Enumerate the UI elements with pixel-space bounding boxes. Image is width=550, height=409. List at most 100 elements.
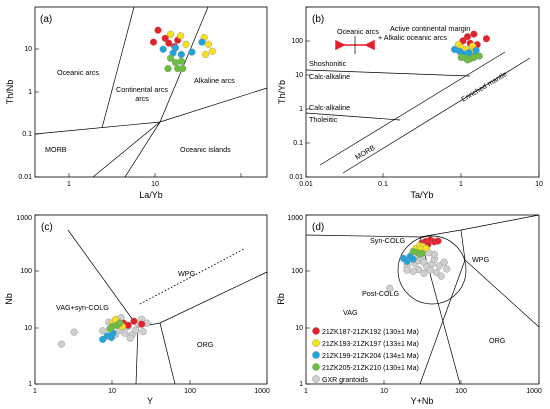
data-point-blue (198, 38, 206, 46)
panel-c-ticks (34, 214, 268, 385)
data-point-yellow (167, 30, 175, 38)
panel-b-field-oceanic-arcs: Oceanic arcs (337, 27, 379, 36)
data-point-gray (437, 272, 445, 280)
data-point-yellow (201, 50, 210, 59)
panel-b-ylabel: Th/Yb (277, 80, 287, 104)
panel-a: 1 10 0.01 0.1 1 10 La/Yb Th/Nb (a) Ocean… (5, 6, 268, 200)
panel-d-ylabel: Rb (276, 293, 286, 305)
panel-b-ytick-label: 10 (295, 72, 303, 79)
panel-d-field-wpg: WPG (472, 255, 490, 264)
panel-c: 1 10 100 1000 1 10 100 1000 Y Nb (c) WPG… (4, 214, 270, 406)
data-point-blue (188, 48, 196, 56)
data-point-gray (70, 328, 78, 336)
panel-d-xlabel: Y+Nb (411, 396, 434, 406)
panel-d-field-post-colg: Post-COLG (362, 289, 400, 298)
data-point-gray (57, 340, 66, 348)
panel-a-field-oceanic-arcs: Oceanic arcs (57, 68, 99, 77)
panel-a-field-alkaline-arcs: Alkaline arcs (194, 76, 235, 85)
panel-c-dotted-line (139, 248, 245, 305)
panel-b-ytick-label: 0.1 (293, 140, 303, 147)
data-point-red (165, 39, 173, 47)
panel-d-field-syn-colg: Syn-COLG (370, 236, 406, 245)
panel-b-xtick-label: 0.01 (299, 181, 313, 188)
legend-label: 21ZK199-21ZK204 (134±1 Ma) (322, 353, 419, 360)
panel-a-ytick-label: 1 (28, 89, 32, 96)
data-point-gray (440, 258, 448, 266)
panel-b-field-calc-alkaline-lower: Calc-alkaline (309, 103, 350, 112)
data-point-red (161, 34, 169, 42)
panel-c-frame (34, 214, 268, 385)
panel-b-xtick-label: 1 (459, 181, 463, 188)
panel-d-field-vag: VAG (343, 308, 358, 317)
panel-b-ytick-label: 100 (291, 38, 303, 45)
panel-a-field-continental-arcs: Continental arcs (116, 85, 168, 94)
panel-c-field-vag-syn-colg: VAG+syn-COLG (56, 303, 109, 312)
panel-b-field-alkalic-arcs: + Alkalic oceanic arcs (378, 33, 447, 42)
data-point-gray (420, 269, 428, 278)
panel-c-xtick-label: 1 (33, 388, 37, 395)
data-point-gray (435, 262, 443, 270)
data-point-gray (139, 328, 147, 336)
data-point-gray (126, 334, 134, 342)
panel-c-xtick-label: 100 (184, 388, 196, 395)
panel-d-ytick-label: 100 (291, 268, 303, 275)
panel-b-field-morb: MORB (353, 143, 376, 162)
data-point-red (149, 38, 158, 46)
legend-marker (312, 339, 320, 347)
data-point-red (434, 237, 442, 245)
data-point-red (470, 30, 478, 38)
panel-d-ytick-label: 1 (299, 381, 303, 388)
data-point-gray (99, 327, 107, 335)
panel-c-xlabel: Y (147, 396, 153, 406)
panel-a-field-lines (34, 6, 268, 178)
panel-c-ylabel: Nb (4, 293, 14, 305)
panel-a-field-oceanic-islands: Oceanic islands (180, 145, 231, 154)
panel-d-frame (305, 214, 540, 385)
panel-c-ytick-label: 1000 (16, 215, 32, 222)
data-point-gray (443, 265, 451, 273)
data-point-green (177, 57, 185, 65)
panel-d-xtick-label: 10 (380, 388, 388, 395)
panel-a-xtick-label: 10 (151, 181, 159, 188)
panel-b-field-tholeiitic: Tholeiitic (309, 115, 338, 124)
panel-a-ticks (35, 48, 242, 178)
panel-b-points (451, 30, 491, 64)
panel-d-xtick-label: 100 (455, 388, 467, 395)
panel-d-xtick-label: 1000 (526, 388, 542, 395)
panel-c-xtick-label: 1000 (254, 388, 270, 395)
panel-c-field-org: ORG (197, 340, 214, 349)
panel-b-xtick-label: 10 (535, 181, 543, 188)
data-point-blue (159, 45, 167, 53)
legend-label: 21ZK193-21ZK197 (133±1 Ma) (322, 341, 419, 348)
data-point-green (475, 52, 483, 60)
data-point-blue (177, 50, 185, 59)
panel-b-ticks (305, 6, 540, 178)
panel-b-field-active-margin: Active continental margin (390, 24, 470, 33)
panel-a-field-continental-arcs-line2: arcs (135, 94, 149, 103)
panel-d-label: (d) (312, 222, 324, 233)
panel-c-label: (c) (41, 222, 53, 233)
panel-d-points (386, 236, 451, 292)
panel-c-points (57, 314, 151, 348)
panel-b-frame (305, 6, 540, 178)
data-point-green (106, 325, 114, 333)
data-point-green (116, 319, 124, 327)
data-point-red (130, 317, 138, 325)
panel-b-field-lines (305, 51, 531, 174)
panel-d-ticks (305, 214, 540, 385)
data-point-red (482, 35, 491, 43)
data-point-yellow (177, 32, 185, 40)
data-point-gray (409, 267, 417, 275)
data-point-yellow (182, 40, 190, 48)
panel-a-field-morb: MORB (45, 145, 67, 154)
data-point-gray (426, 266, 435, 274)
panel-b-ytick-label: 1 (299, 106, 303, 113)
panel-c-ytick-label: 10 (24, 325, 32, 332)
data-point-green (164, 64, 172, 73)
data-point-green (179, 64, 187, 73)
panel-c-ytick-label: 100 (20, 268, 32, 275)
panel-d-ytick-label: 10 (295, 325, 303, 332)
panel-a-ytick-label: 10 (24, 46, 32, 53)
panel-d-field-org: ORG (489, 336, 506, 345)
